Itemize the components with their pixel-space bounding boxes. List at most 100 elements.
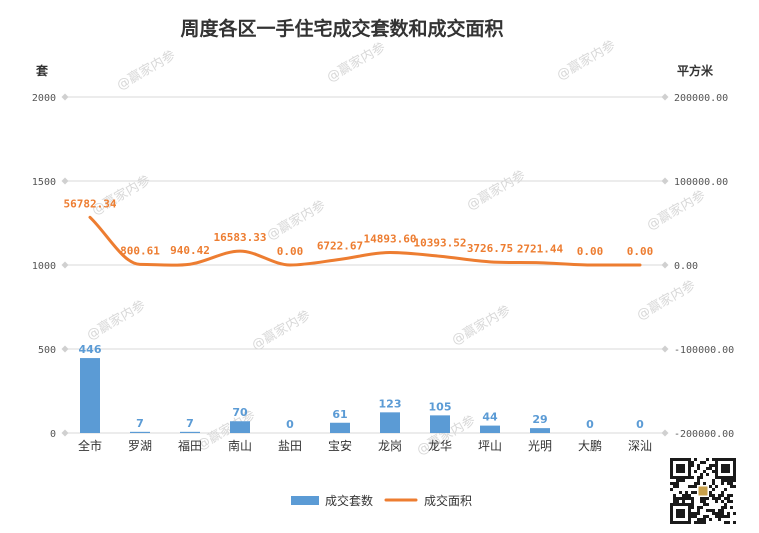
qr-module xyxy=(703,497,706,500)
qr-module xyxy=(682,500,685,503)
qr-module xyxy=(718,476,721,479)
line-value-label: 800.61 xyxy=(120,244,160,257)
right-tick-label: 200000.00 xyxy=(674,93,728,104)
qr-module xyxy=(688,461,691,464)
qr-module xyxy=(673,494,676,497)
qr-module xyxy=(670,473,673,476)
qr-module xyxy=(688,497,691,500)
qr-module xyxy=(676,476,679,479)
qr-module xyxy=(673,485,676,488)
legend-bar-label: 成交套数 xyxy=(325,493,373,508)
right-tick-label: -100000.00 xyxy=(674,345,734,356)
right-tick-label: -200000.00 xyxy=(674,429,734,440)
qr-module xyxy=(694,521,697,524)
qr-module xyxy=(679,503,682,506)
qr-module xyxy=(721,464,724,467)
line-value-label: 3726.75 xyxy=(467,242,513,255)
watermark-text: @赢家内参 xyxy=(89,172,153,218)
qr-module xyxy=(721,491,724,494)
qr-module xyxy=(712,482,715,485)
qr-module xyxy=(700,461,703,464)
qr-module xyxy=(724,515,727,518)
qr-module xyxy=(697,467,700,470)
qr-module xyxy=(688,473,691,476)
qr-module xyxy=(691,491,694,494)
qr-module xyxy=(676,479,679,482)
qr-module xyxy=(682,515,685,518)
qr-module xyxy=(682,458,685,461)
qr-module xyxy=(709,518,712,521)
bar xyxy=(230,421,250,433)
qr-module xyxy=(688,494,691,497)
qr-module xyxy=(694,458,697,461)
bar-value-label: 29 xyxy=(532,413,547,426)
qr-module xyxy=(673,476,676,479)
qr-module xyxy=(691,500,694,503)
qr-module xyxy=(733,467,736,470)
qr-module xyxy=(676,521,679,524)
qr-module xyxy=(715,485,718,488)
qr-logo xyxy=(698,486,708,496)
qr-module xyxy=(691,512,694,515)
qr-module xyxy=(679,491,682,494)
qr-module xyxy=(721,479,724,482)
qr-module xyxy=(721,512,724,515)
left-tick-label: 1000 xyxy=(32,261,56,272)
qr-module xyxy=(691,464,694,467)
qr-module xyxy=(679,458,682,461)
qr-module xyxy=(685,476,688,479)
bar-value-label: 44 xyxy=(482,411,498,424)
qr-module xyxy=(706,467,709,470)
gridline-marker xyxy=(61,429,69,437)
qr-module xyxy=(676,482,679,485)
qr-module xyxy=(670,482,673,485)
qr-module xyxy=(703,515,706,518)
qr-module xyxy=(727,494,730,497)
chart-title: 周度各区一手住宅成交套数和成交面积 xyxy=(180,17,503,40)
qr-module xyxy=(730,479,733,482)
watermark-text: @赢家内参 xyxy=(84,297,148,343)
bar xyxy=(80,358,100,433)
qr-module xyxy=(706,458,709,461)
qr-module xyxy=(676,485,679,488)
qr-module xyxy=(688,458,691,461)
qr-module xyxy=(697,518,700,521)
qr-module xyxy=(724,479,727,482)
qr-module xyxy=(682,476,685,479)
qr-module xyxy=(673,500,676,503)
qr-module xyxy=(700,476,703,479)
gridline-marker xyxy=(661,345,669,353)
qr-module xyxy=(724,470,727,473)
qr-module xyxy=(718,494,721,497)
qr-module xyxy=(694,515,697,518)
qr-module xyxy=(703,461,706,464)
qr-module xyxy=(682,512,685,515)
line-value-label: 16583.33 xyxy=(214,231,267,244)
qr-module xyxy=(688,470,691,473)
qr-module xyxy=(697,479,700,482)
qr-module xyxy=(700,497,703,500)
qr-module xyxy=(694,485,697,488)
line-value-label: 14893.60 xyxy=(364,232,417,245)
watermark-text: @赢家内参 xyxy=(644,187,708,233)
watermark-text: @赢家内参 xyxy=(264,197,328,243)
qr-module xyxy=(706,515,709,518)
watermark-text: @赢家内参 xyxy=(449,302,513,348)
qr-module xyxy=(691,506,694,509)
qr-module xyxy=(727,482,730,485)
qr-module xyxy=(670,503,673,506)
bar-value-label: 0 xyxy=(286,418,294,431)
qr-module xyxy=(718,512,721,515)
bar-value-label: 7 xyxy=(136,417,144,430)
qr-module xyxy=(727,521,730,524)
bar xyxy=(430,415,450,433)
line-value-label: 2721.44 xyxy=(517,243,564,256)
qr-module xyxy=(709,464,712,467)
category-label: 坪山 xyxy=(478,439,502,453)
qr-module xyxy=(721,470,724,473)
qr-module xyxy=(721,515,724,518)
qr-module xyxy=(733,479,736,482)
qr-module xyxy=(709,494,712,497)
qr-module xyxy=(724,476,727,479)
qr-module xyxy=(733,470,736,473)
